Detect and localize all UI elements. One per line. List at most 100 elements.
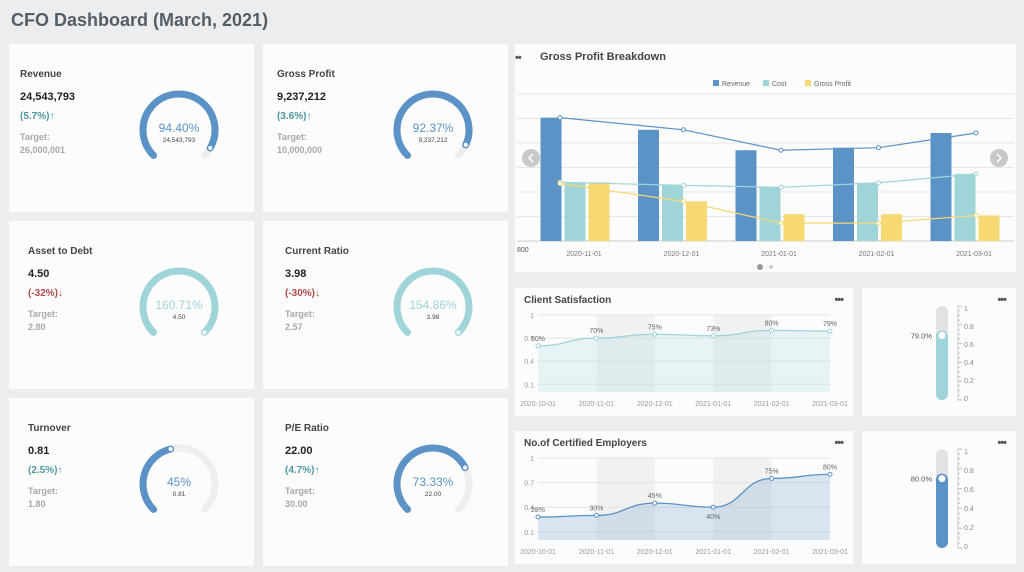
- thermo-fill: [936, 473, 948, 548]
- certified-employers-chart: 1 0.7 0.4 0.1 28% 30% 45% 40% 75% 80% 2020-10-01 20…: [520, 456, 848, 556]
- kpi-target-label: Target:: [20, 132, 50, 142]
- band: [596, 315, 655, 392]
- legend-swatch: [763, 80, 769, 86]
- thermo-tick-label: 0.8: [964, 324, 974, 331]
- page-dot: [757, 264, 763, 270]
- kpi-target-label: Target:: [285, 309, 315, 319]
- kpi-value: 22.00: [285, 445, 313, 457]
- kpi-card-turnover[interactable]: Turnover 0.81 (2.5%)↑ Target: 1.80 45% 0.…: [9, 398, 254, 566]
- x-tick-label: 2020-11-01: [579, 401, 614, 408]
- client-satisfaction-panel: Client Satisfaction ••• 1 0.7 0.4 0.1 60% 70%…: [515, 288, 853, 416]
- thermo-handle: [937, 330, 947, 340]
- kpi-gauge: 160.71% 4.50: [139, 267, 219, 336]
- satisfaction-gauge-menu[interactable]: •••: [997, 294, 1007, 306]
- y-tick-label: 0.4: [524, 359, 534, 366]
- x-tick-label: 2021-03-01: [812, 401, 848, 408]
- data-label: 73%: [706, 326, 720, 333]
- thermo-value-label: 80.0%: [911, 475, 933, 484]
- kpi-card-gross-profit[interactable]: Gross Profit 9,237,212 (3.6%)↑ Target: 1…: [263, 44, 508, 212]
- thermo-value-label: 79.0%: [911, 331, 933, 340]
- line-point: [778, 220, 784, 226]
- thermo-tick-label: 0: [964, 396, 968, 403]
- line-revenue: [559, 117, 977, 151]
- band: [713, 458, 772, 540]
- chevron-right-icon: [996, 153, 1003, 163]
- y-tick-label: 0.1: [524, 382, 534, 389]
- kpi-change: (4.7%)↑: [285, 465, 320, 476]
- gauge-subvalue: 0.81: [173, 491, 186, 498]
- gauge-handle: [462, 141, 469, 148]
- gauge-handle: [461, 464, 469, 471]
- data-label: 30%: [589, 505, 603, 512]
- client-satisfaction-chart: 1 0.7 0.4 0.1 60% 70% 75% 73% 80% 79% 2020-10-01 20…: [520, 313, 848, 408]
- gauge-handle: [167, 445, 174, 453]
- kpi-card-revenue[interactable]: Revenue 24,543,793 (5.7%)↑ Target: 26,00…: [9, 44, 254, 212]
- gauge-percent: 73.33%: [413, 475, 454, 489]
- kpi-target-value: 2.57: [285, 322, 303, 332]
- bar-cost: [662, 184, 683, 241]
- gauge-fill: [139, 445, 175, 513]
- gauge-subvalue: 4.50: [173, 314, 186, 321]
- kpi-label: Gross Profit: [277, 69, 335, 80]
- x-tick-label: 2021-02-01: [754, 549, 790, 556]
- gross-profit-title: Gross Profit Breakdown: [540, 51, 666, 63]
- data-point: [652, 331, 658, 337]
- data-label: 79%: [823, 321, 837, 328]
- data-point: [593, 335, 599, 341]
- x-tick-label: 2021-03-01: [956, 251, 992, 258]
- gauge-percent: 94.40%: [159, 121, 200, 135]
- kpi-target-value: 1.80: [28, 499, 46, 509]
- legend-swatch: [805, 80, 811, 86]
- legend-label: Cost: [772, 81, 786, 88]
- next-arrow-icon[interactable]: [990, 149, 1008, 167]
- gauge-handle: [201, 329, 208, 336]
- gauge-percent: 160.71%: [155, 298, 203, 312]
- x-tick-label: 2021-01-01: [695, 401, 731, 408]
- kpi-card-asset-to-debt[interactable]: Asset to Debt 4.50 (-32%)↓ Target: 2.80 …: [9, 221, 254, 389]
- kpi-gauge: 94.40% 24,543,793: [139, 90, 219, 159]
- line-cost: [559, 173, 977, 188]
- satisfaction-thermometer: 79.0% 1 0.8 0.6 0.4 0.2 0: [911, 305, 974, 403]
- bar-cost: [857, 182, 878, 241]
- data-label: 28%: [531, 507, 545, 514]
- line-point: [778, 147, 784, 153]
- kpi-card-current-ratio[interactable]: Current Ratio 3.98 (-30%)↓ Target: 2.57 …: [263, 221, 508, 389]
- thermo-tick-label: 0: [964, 544, 968, 551]
- data-label: 60%: [531, 336, 545, 343]
- gauge-fill: [393, 90, 473, 159]
- certified-employers-menu[interactable]: •••: [834, 437, 844, 449]
- bar-revenue: [638, 129, 659, 241]
- kpi-label: Asset to Debt: [28, 246, 93, 257]
- chevron-left-icon: [527, 153, 534, 163]
- y-tick-label: 1: [530, 456, 534, 463]
- data-point: [827, 471, 833, 477]
- bar-gross-profit: [881, 214, 902, 241]
- gauge-percent: 92.37%: [413, 121, 454, 135]
- client-satisfaction-menu[interactable]: •••: [834, 294, 844, 306]
- line-point: [876, 180, 881, 186]
- kpi-change: (3.6%)↑: [277, 111, 312, 122]
- x-tick-label: 2020-12-01: [637, 549, 673, 556]
- line-point: [681, 182, 686, 188]
- data-point: [769, 476, 775, 481]
- employers-thermometer: 80.0% 1 0.8 0.6 0.4 0.2 0: [911, 448, 974, 551]
- kpi-target-value: 30.00: [285, 499, 308, 509]
- gross-profit-menu[interactable]: ••: [515, 52, 522, 64]
- page-title: CFO Dashboard (March, 2021): [11, 10, 269, 30]
- kpi-gauge: 154.86% 3.98: [393, 267, 473, 336]
- prev-arrow-icon[interactable]: [522, 149, 540, 167]
- employers-gauge-menu[interactable]: •••: [997, 437, 1007, 449]
- bar-cost: [954, 173, 976, 241]
- data-label: 75%: [765, 469, 779, 476]
- thermo-tick-label: 0.8: [964, 468, 974, 475]
- kpi-card-p-e-ratio[interactable]: P/E Ratio 22.00 (4.7%)↑ Target: 30.00 73…: [263, 398, 508, 566]
- x-tick-label: 2021-02-01: [859, 251, 895, 258]
- data-point: [769, 327, 775, 333]
- client-satisfaction-title: Client Satisfaction: [524, 295, 612, 306]
- y-tick-label: 0.7: [524, 481, 534, 488]
- kpi-target-value: 2.80: [28, 322, 46, 332]
- line-point: [681, 198, 686, 204]
- x-tick-label: 2021-02-01: [754, 401, 790, 408]
- x-tick-label: 2020-11-01: [579, 549, 614, 556]
- data-point: [535, 514, 541, 520]
